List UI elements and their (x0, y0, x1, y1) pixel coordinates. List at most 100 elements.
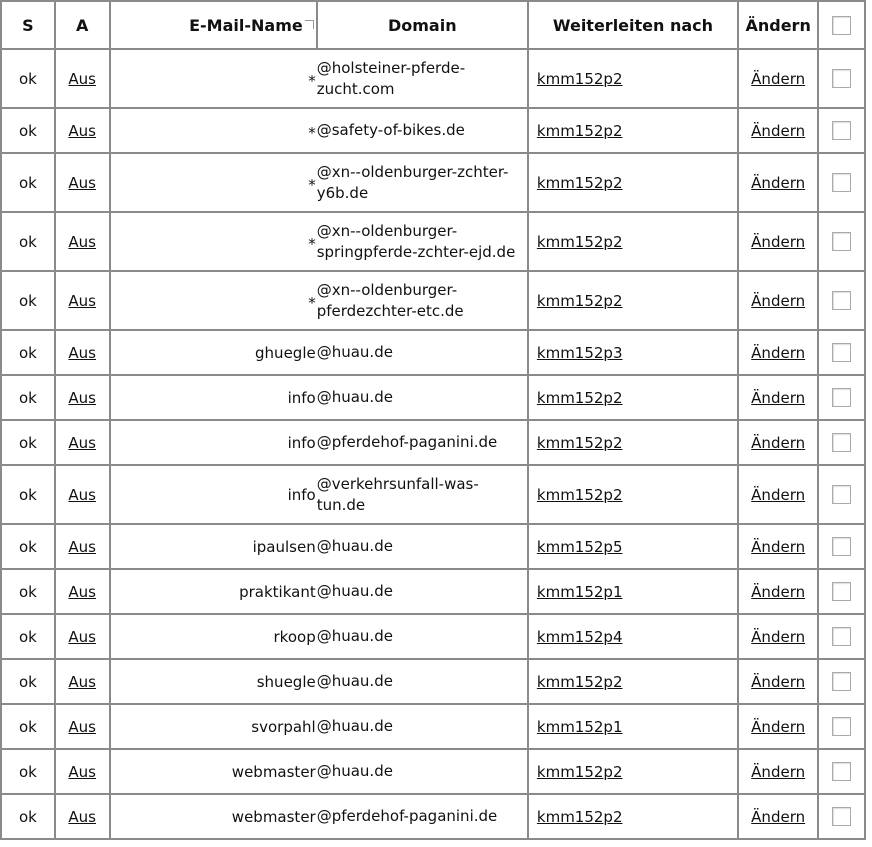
table-row: ok Aus rkoop @huau.de kmm152p4 Ändern (0, 613, 866, 660)
edit-link[interactable]: Ändern (751, 232, 806, 251)
edit-link[interactable]: Ändern (751, 717, 806, 736)
edit-link[interactable]: Ändern (751, 433, 806, 452)
select-cell (817, 152, 866, 213)
forward-link[interactable]: kmm152p2 (536, 433, 623, 452)
domain-cell: @safety-of-bikes.de (316, 107, 529, 154)
header-email-name[interactable]: E-Mail-Name (108, 0, 318, 50)
edit-link[interactable]: Ändern (751, 69, 806, 88)
edit-link[interactable]: Ändern (751, 343, 806, 362)
row-checkbox[interactable] (832, 343, 852, 362)
table-row: ok Aus webmaster @huau.de kmm152p2 Ändern (0, 748, 866, 795)
active-cell: Aus (53, 464, 111, 525)
status-cell: ok (0, 703, 56, 750)
select-cell (817, 613, 866, 660)
toggle-active-link[interactable]: Aus (68, 343, 96, 362)
forward-cell: kmm152p3 (526, 329, 740, 376)
edit-link[interactable]: Ändern (751, 121, 806, 140)
select-cell (817, 464, 866, 525)
forward-link[interactable]: kmm152p2 (536, 232, 623, 251)
toggle-active-link[interactable]: Aus (68, 121, 96, 140)
forward-link[interactable]: kmm152p1 (536, 582, 623, 601)
row-checkbox[interactable] (832, 537, 852, 556)
row-checkbox[interactable] (832, 627, 852, 646)
domain-cell: @xn--oldenburger-springpferde-zchter-ejd… (316, 211, 529, 272)
email-name: info (287, 388, 316, 407)
edit-link[interactable]: Ändern (751, 291, 806, 310)
forward-link[interactable]: kmm152p2 (536, 173, 623, 192)
forward-link[interactable]: kmm152p2 (536, 762, 623, 781)
row-checkbox[interactable] (832, 717, 852, 736)
toggle-active-link[interactable]: Aus (68, 433, 96, 452)
edit-link[interactable]: Ändern (751, 807, 806, 826)
row-checkbox[interactable] (832, 485, 852, 504)
toggle-active-link[interactable]: Aus (68, 582, 96, 601)
toggle-active-link[interactable]: Aus (68, 388, 96, 407)
edit-link[interactable]: Ändern (751, 672, 806, 691)
sort-icon[interactable] (304, 19, 314, 29)
row-checkbox[interactable] (832, 672, 852, 691)
row-checkbox[interactable] (832, 433, 852, 452)
edit-link[interactable]: Ändern (751, 485, 806, 504)
edit-link[interactable]: Ändern (751, 173, 806, 192)
edit-link[interactable]: Ändern (751, 627, 806, 646)
status-cell: ok (0, 211, 56, 272)
forward-link[interactable]: kmm152p2 (536, 69, 623, 88)
email-name-cell: info (108, 374, 317, 421)
row-checkbox[interactable] (832, 69, 852, 88)
row-checkbox[interactable] (832, 291, 852, 310)
domain-cell: @holsteiner-pferde-zucht.com (316, 48, 529, 109)
toggle-active-link[interactable]: Aus (68, 762, 96, 781)
forward-link[interactable]: kmm152p1 (536, 717, 623, 736)
row-checkbox[interactable] (832, 582, 852, 601)
edit-cell: Ändern (737, 523, 820, 570)
forward-link[interactable]: kmm152p2 (536, 291, 623, 310)
row-checkbox[interactable] (832, 232, 852, 251)
row-checkbox[interactable] (832, 173, 852, 192)
toggle-active-link[interactable]: Aus (68, 717, 96, 736)
toggle-active-link[interactable]: Aus (68, 69, 96, 88)
forward-link[interactable]: kmm152p2 (536, 388, 623, 407)
forward-link[interactable]: kmm152p2 (536, 672, 623, 691)
header-select-all[interactable] (817, 0, 866, 50)
table-row: ok Aus ghuegle @huau.de kmm152p3 Ändern (0, 329, 866, 376)
status-cell: ok (0, 568, 56, 615)
table-row: ok Aus info @verkehrsunfall-was-tun.de kmm15… (0, 464, 866, 525)
toggle-active-link[interactable]: Aus (68, 672, 96, 691)
select-all-checkbox[interactable] (832, 16, 852, 35)
forward-link[interactable]: kmm152p5 (536, 537, 623, 556)
status-cell: ok (0, 464, 56, 525)
toggle-active-link[interactable]: Aus (68, 173, 96, 192)
toggle-active-link[interactable]: Aus (68, 627, 96, 646)
toggle-active-link[interactable]: Aus (68, 232, 96, 251)
edit-cell: Ändern (737, 703, 820, 750)
edit-link[interactable]: Ändern (751, 762, 806, 781)
row-checkbox[interactable] (832, 388, 852, 407)
email-name-cell: * (108, 107, 317, 154)
domain-cell: @pferdehof-paganini.de (316, 419, 529, 466)
toggle-active-link[interactable]: Aus (68, 537, 96, 556)
toggle-active-link[interactable]: Aus (68, 291, 96, 310)
row-checkbox[interactable] (832, 762, 852, 781)
forward-link[interactable]: kmm152p2 (536, 807, 623, 826)
select-cell (817, 329, 866, 376)
forward-cell: kmm152p2 (526, 211, 740, 272)
row-checkbox[interactable] (832, 121, 852, 140)
status-cell: ok (0, 329, 56, 376)
edit-link[interactable]: Ändern (751, 582, 806, 601)
toggle-active-link[interactable]: Aus (68, 485, 96, 504)
email-name: webmaster (231, 762, 316, 781)
email-name: * (308, 123, 316, 142)
forward-link[interactable]: kmm152p4 (536, 627, 623, 646)
edit-link[interactable]: Ändern (751, 537, 806, 556)
header-domain[interactable]: Domain (315, 0, 529, 50)
toggle-active-link[interactable]: Aus (68, 807, 96, 826)
forward-link[interactable]: kmm152p2 (536, 121, 623, 140)
select-cell (817, 270, 866, 331)
domain-cell: @huau.de (316, 658, 529, 705)
forward-link[interactable]: kmm152p2 (536, 485, 623, 504)
email-name-cell: ipaulsen (108, 523, 317, 570)
table-row: ok Aus webmaster @pferdehof-paganini.de kmm1… (0, 793, 866, 840)
row-checkbox[interactable] (832, 807, 852, 826)
edit-link[interactable]: Ändern (751, 388, 806, 407)
forward-link[interactable]: kmm152p3 (536, 343, 623, 362)
